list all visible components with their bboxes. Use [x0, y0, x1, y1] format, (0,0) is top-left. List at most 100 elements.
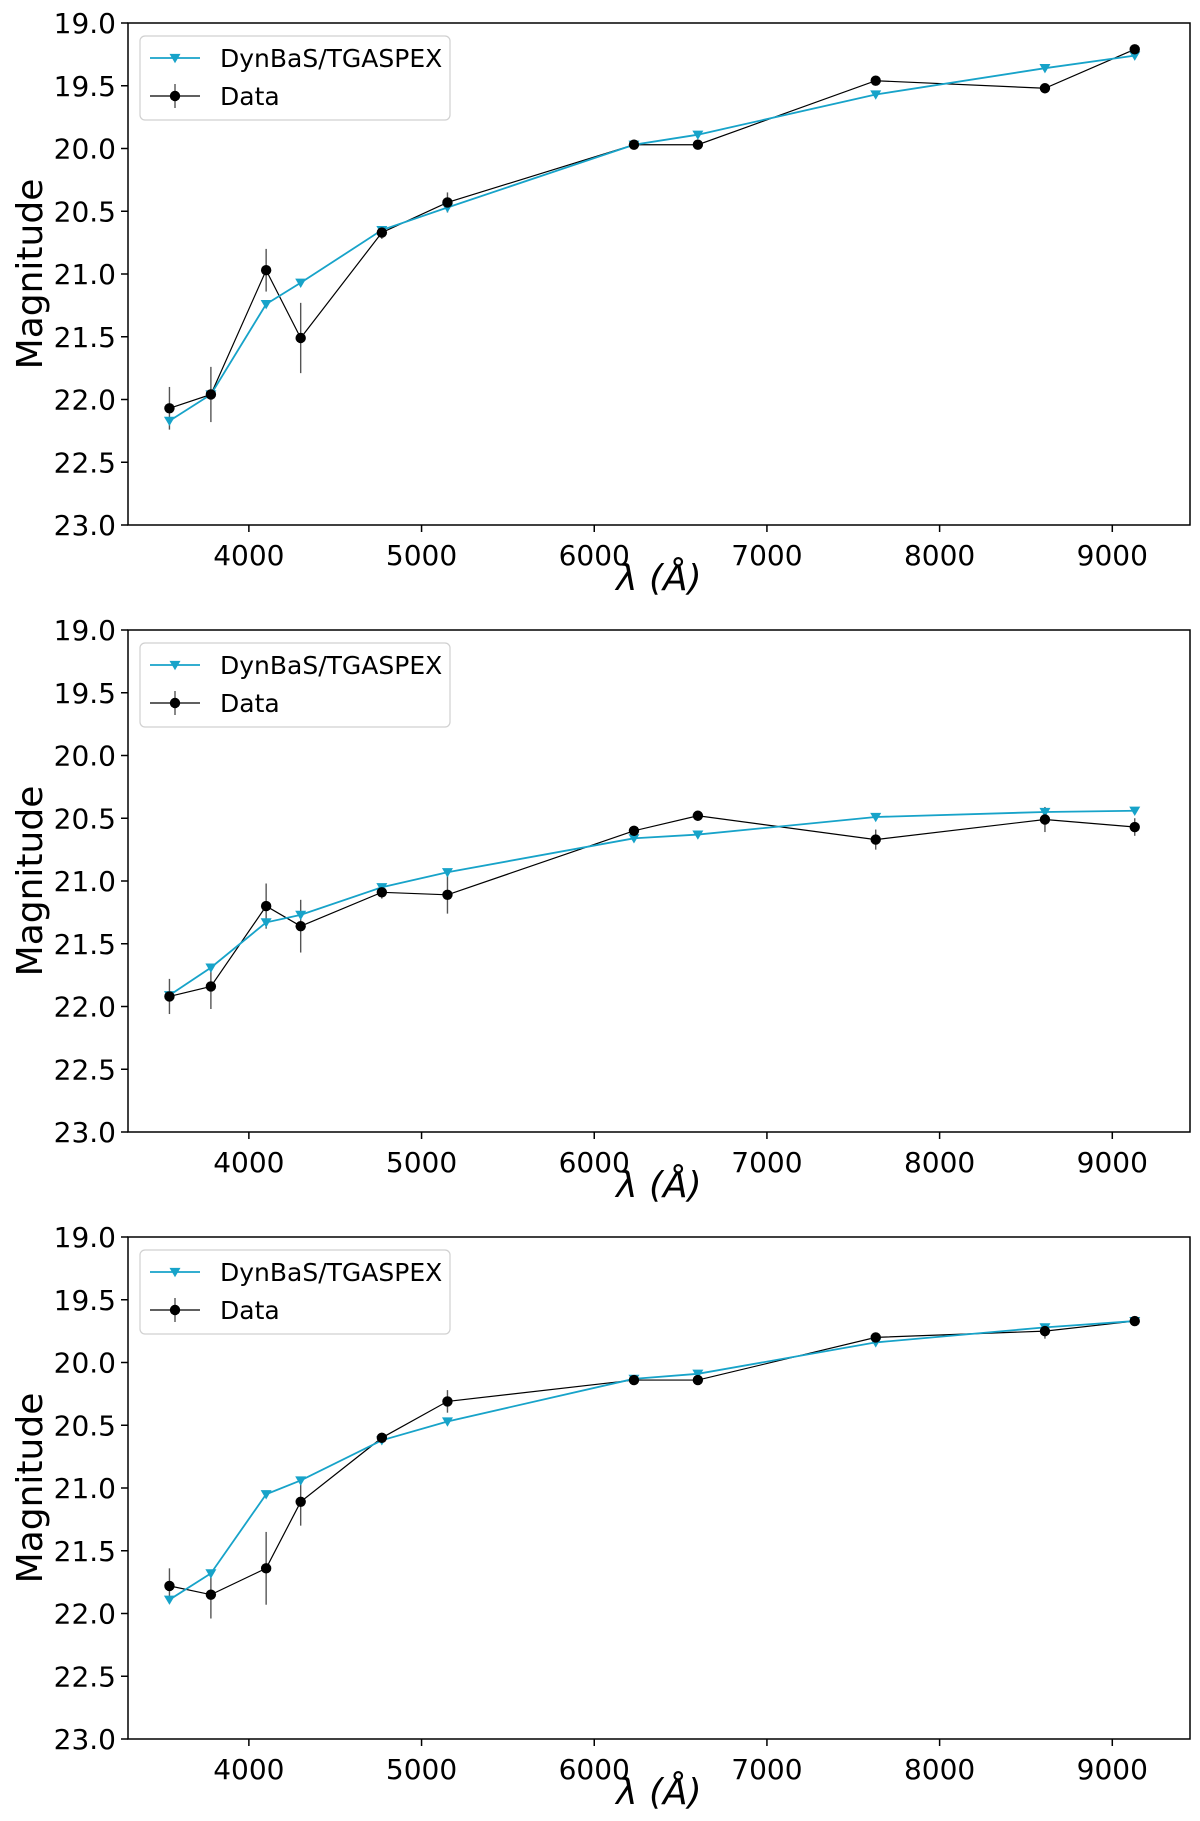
data-point: [442, 1396, 453, 1407]
data-point: [628, 1374, 640, 1386]
data-point: [376, 1432, 388, 1443]
y-tick-label: 19.0: [54, 614, 116, 647]
y-tick-label: 21.0: [54, 865, 116, 898]
data-series-line: [169, 815, 1135, 998]
model-point: [163, 416, 175, 427]
y-tick-label: 19.0: [54, 7, 116, 40]
data-point: [295, 920, 306, 932]
data-point: [260, 1563, 272, 1574]
data-point: [260, 900, 272, 912]
data-point: [164, 403, 175, 414]
legend: DynBaS/TGASPEX Data: [139, 642, 451, 728]
model-point: [260, 1490, 272, 1500]
model-point: [441, 868, 453, 878]
x-tick-label: 5000: [386, 539, 457, 572]
data-point: [1129, 821, 1140, 833]
model-point: [205, 1569, 217, 1579]
x-tick-label: 8000: [904, 539, 975, 572]
x-tick-label: 6000: [559, 1753, 630, 1786]
model-point: [692, 130, 704, 140]
model-point: [628, 834, 640, 844]
x-tick-label: 5000: [386, 1753, 457, 1786]
data-point: [870, 834, 881, 845]
data-point: [692, 1374, 704, 1386]
y-tick-label: 23.0: [54, 509, 116, 542]
legend-model-label: DynBaS/TGASPEX: [220, 651, 442, 680]
model-point: [870, 90, 882, 100]
data-point: [628, 825, 640, 836]
model-point: [295, 278, 307, 289]
legend: DynBaS/TGASPEX Data: [139, 35, 451, 121]
data-point: [1129, 44, 1140, 55]
data-point: [205, 389, 217, 400]
data-point: [164, 991, 175, 1002]
y-tick-label: 21.0: [54, 1472, 116, 1505]
data-point: [376, 887, 388, 898]
legend-data-marker: [169, 1304, 181, 1316]
data-point: [628, 139, 640, 150]
chart-svg: 4000 5000 6000 7000 8000 9000 19.0 19.5 20.0 20.5…: [10, 614, 1191, 1206]
model-series-line: [168, 1320, 1135, 1601]
model-point: [295, 910, 307, 921]
data-point: [205, 1589, 217, 1600]
y-tick-label: 20.5: [54, 195, 116, 228]
model-point: [260, 299, 272, 310]
legend-model-marker: [169, 53, 181, 64]
y-tick-label: 22.0: [54, 1598, 116, 1631]
legend-box: [139, 642, 451, 728]
y-tick-label: 19.5: [54, 1284, 116, 1317]
y-tick-label: 19.5: [54, 677, 116, 710]
model-point: [260, 918, 272, 928]
x-tick-label: 7000: [731, 1146, 802, 1179]
x-tick-label: 8000: [904, 1146, 975, 1179]
x-tick-label: 6000: [559, 539, 630, 572]
y-tick-label: 20.5: [54, 1409, 116, 1442]
x-tick-label: 4000: [213, 1146, 284, 1179]
legend-box: [139, 1249, 451, 1335]
y-tick-label: 22.5: [54, 1660, 116, 1693]
data-point: [870, 1332, 881, 1343]
y-axis-label: Magnitude: [10, 1393, 51, 1584]
model-point: [205, 963, 217, 973]
model-point: [870, 812, 882, 823]
legend-data-label: Data: [220, 1296, 280, 1325]
legend-model-label: DynBaS/TGASPEX: [220, 44, 442, 73]
legend-data-marker: [169, 697, 181, 709]
chart-svg: 4000 5000 6000 7000 8000 9000 19.0 19.5 20.0 20.5…: [10, 7, 1191, 599]
chart-panel-1: 4000 5000 6000 7000 8000 9000 19.0 19.5 20.0 20.5…: [0, 0, 1200, 607]
y-tick-label: 21.0: [54, 258, 116, 291]
data-point: [205, 981, 217, 992]
legend-model-marker: [169, 1267, 181, 1278]
x-tick-label: 9000: [1077, 1753, 1148, 1786]
y-tick-label: 22.5: [54, 446, 116, 479]
legend-data-label: Data: [220, 689, 280, 718]
model-point: [441, 1417, 453, 1427]
data-point: [1129, 1315, 1140, 1327]
model-point: [1039, 807, 1051, 818]
chart-panel-2: 4000 5000 6000 7000 8000 9000 19.0 19.5 20.0 20.5…: [0, 607, 1200, 1214]
x-tick-label: 7000: [731, 539, 802, 572]
legend-model-label: DynBaS/TGASPEX: [220, 1258, 442, 1287]
model-point: [1129, 806, 1141, 816]
data-point: [442, 889, 453, 901]
y-tick-label: 19.0: [54, 1221, 116, 1254]
y-tick-label: 21.5: [54, 321, 116, 354]
y-tick-label: 21.5: [54, 1535, 116, 1568]
x-tick-label: 4000: [213, 1753, 284, 1786]
legend-box: [139, 35, 451, 121]
y-tick-label: 23.0: [54, 1723, 116, 1756]
data-point: [376, 227, 388, 238]
model-series-line: [168, 809, 1135, 996]
y-tick-label: 19.5: [54, 70, 116, 103]
x-tick-label: 6000: [559, 1146, 630, 1179]
chart-panel-3: 4000 5000 6000 7000 8000 9000 19.0 19.5 20.0 20.5…: [0, 1214, 1200, 1821]
legend-data-label: Data: [220, 82, 280, 111]
model-point: [163, 1595, 175, 1605]
y-axis-label: Magnitude: [10, 179, 51, 370]
chart-svg: 4000 5000 6000 7000 8000 9000 19.0 19.5 20.0 20.5…: [10, 1221, 1191, 1813]
y-tick-label: 20.0: [54, 133, 116, 166]
y-tick-label: 21.5: [54, 928, 116, 961]
y-tick-label: 22.5: [54, 1053, 116, 1086]
y-tick-label: 20.5: [54, 802, 116, 835]
